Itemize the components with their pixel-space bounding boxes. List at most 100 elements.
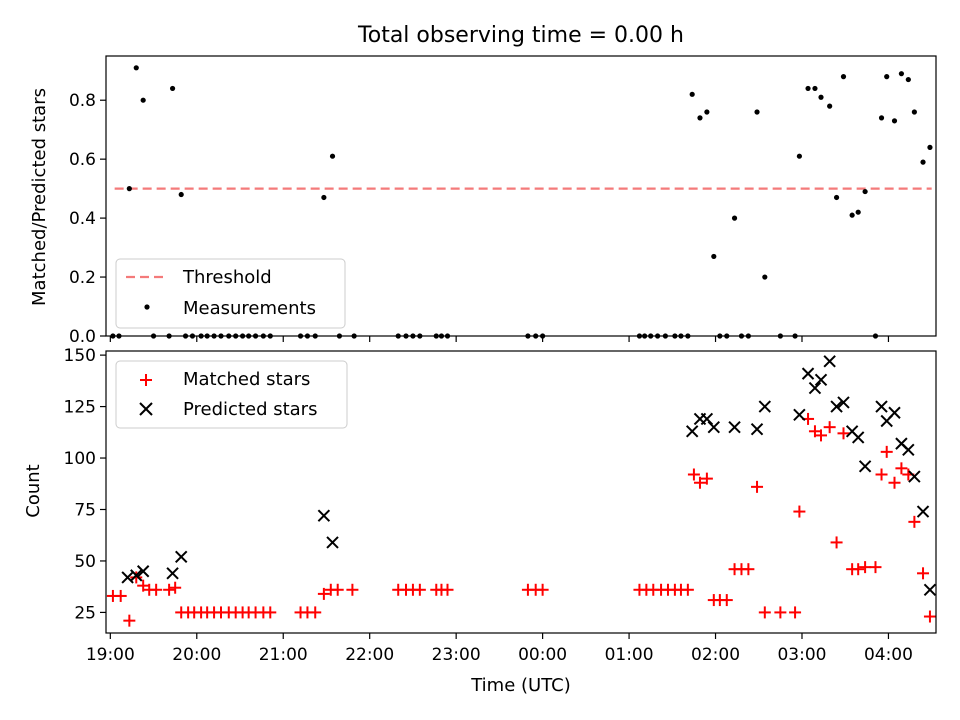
predicted-star-point	[750, 423, 764, 436]
top-y-axis-label: Matched/Predicted stars	[29, 88, 50, 306]
measurement-point	[754, 109, 760, 115]
matched-star-point	[774, 606, 787, 619]
measurement-point	[704, 109, 710, 115]
matched-star-point	[331, 583, 344, 596]
matched-star-point	[169, 581, 182, 594]
x-tick-label: 01:00	[605, 645, 654, 665]
predicted-star-point	[851, 431, 865, 444]
predicted-star-point	[758, 400, 772, 413]
predicted-star-point	[923, 583, 937, 596]
measurement-point	[133, 65, 139, 71]
measurement-point	[805, 85, 811, 92]
measurement-point	[812, 85, 818, 92]
predicted-star-point	[858, 460, 872, 473]
bottom-y-tick-label: 50	[74, 552, 96, 572]
bottom-plot-frame	[105, 350, 937, 634]
matched-star-point	[895, 462, 908, 475]
measurement-point	[884, 74, 890, 80]
x-tick-label: 22:00	[345, 645, 394, 665]
measurement-point	[827, 103, 833, 109]
matched-star-point	[837, 427, 850, 440]
legend-measurements-label: Measurements	[183, 298, 316, 319]
predicted-star-point	[875, 400, 888, 413]
predicted-star-point	[808, 381, 822, 395]
x-tick-label: 00:00	[518, 645, 567, 665]
measurement-point	[878, 115, 885, 121]
matched-star-point	[852, 563, 865, 576]
chart-title: Total observing time = 0.00 h	[357, 23, 684, 48]
matched-star-point	[751, 480, 764, 493]
top-y-ticks: 0.0 0.2 0.4 0.6 0.8	[69, 91, 106, 347]
measurement-point	[140, 97, 146, 103]
measurement-point	[833, 194, 840, 201]
matched-star-point	[346, 583, 359, 596]
predicted-star-point	[830, 400, 843, 413]
predicted-star-point	[707, 420, 721, 434]
matched-star-point	[793, 505, 806, 518]
predicted-star-point	[728, 420, 741, 434]
predicted-star-point	[908, 470, 921, 483]
measurement-point	[898, 71, 905, 77]
measurement-point	[169, 85, 176, 92]
predicted-star-point	[837, 396, 850, 409]
measurement-point	[126, 186, 132, 192]
legend-matched-swatch	[140, 374, 152, 386]
bottom-y-tick-label: 125	[64, 398, 96, 418]
measurement-point	[849, 212, 855, 218]
matched-stars-points	[106, 412, 936, 627]
bottom-x-ticks: 19:00 20:00 21:00 22:00 23:00 00:00 01:00 02:00…	[86, 633, 913, 665]
matched-star-point	[815, 429, 828, 442]
matched-star-point	[137, 579, 150, 592]
predicted-star-point	[801, 367, 815, 380]
measurement-point	[321, 194, 327, 201]
matched-star-point	[888, 476, 901, 489]
ratio-panel: Total observing time = 0.00 h Matched/Pr…	[29, 23, 937, 347]
top-legend: Threshold Measurements	[115, 258, 346, 329]
x-axis-label: Time (UTC)	[470, 675, 571, 696]
predicted-star-point	[823, 355, 836, 368]
matched-star-point	[317, 587, 330, 600]
matched-star-point	[693, 476, 706, 489]
top-y-tick-label: 0.2	[69, 268, 96, 288]
legend-predicted-label: Predicted stars	[183, 399, 317, 420]
matched-star-point	[908, 515, 921, 528]
matched-star-point	[687, 468, 700, 481]
matched-star-point	[700, 472, 713, 485]
x-tick-label: 02:00	[691, 645, 740, 665]
predicted-star-point	[916, 505, 930, 518]
predicted-star-point	[888, 406, 901, 419]
bottom-legend: Matched stars Predicted stars	[115, 360, 348, 429]
matched-star-point	[859, 561, 872, 574]
legend-measurements-swatch	[144, 304, 150, 310]
x-tick-label: 04:00	[864, 645, 913, 665]
measurement-point	[905, 76, 911, 83]
predicted-star-point	[175, 550, 188, 564]
measurement-point	[840, 74, 847, 80]
top-legend-box	[115, 258, 346, 329]
bottom-y-tick-label: 75	[74, 500, 96, 520]
measurement-point	[329, 153, 336, 159]
bottom-y-tick-label: 150	[64, 346, 96, 366]
measurement-point	[796, 153, 802, 159]
matched-star-point	[880, 445, 893, 458]
measurement-point	[891, 118, 898, 124]
bottom-y-ticks: 25 50 75 100 125 150	[64, 346, 106, 623]
matched-star-point	[917, 567, 930, 580]
legend-matched-label: Matched stars	[183, 369, 310, 390]
matched-star-point	[413, 583, 426, 596]
matched-star-point	[875, 468, 888, 481]
measurement-point	[855, 209, 861, 215]
predicted-star-point	[793, 408, 806, 422]
bottom-y-tick-label: 100	[64, 449, 96, 469]
matched-star-point	[123, 614, 136, 627]
measurement-point	[711, 253, 717, 260]
matched-star-point	[758, 606, 771, 619]
predicted-star-point	[902, 443, 915, 457]
top-plot-frame	[105, 55, 937, 337]
matched-star-point	[869, 561, 882, 574]
x-tick-label: 21:00	[259, 645, 308, 665]
measurement-point	[927, 144, 933, 150]
predicted-star-point	[166, 567, 179, 580]
